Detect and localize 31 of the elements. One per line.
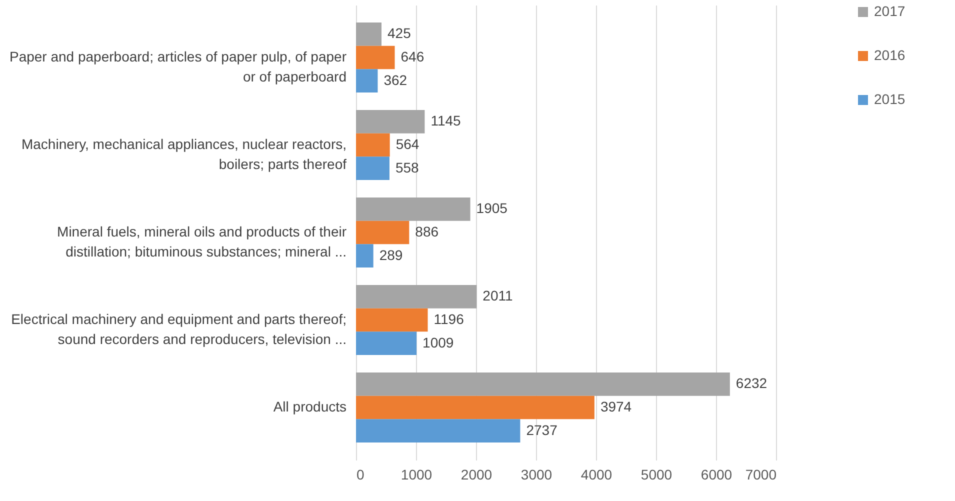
x-tick-label: 6000: [700, 466, 732, 482]
data-label: 1905: [476, 200, 508, 216]
data-label: 2737: [526, 422, 558, 438]
data-label: 564: [396, 136, 420, 152]
data-label: 1009: [422, 334, 454, 350]
data-label: 289: [379, 246, 403, 263]
y-tick-label: Paper and paperboard; articles of paper pulp, of paper or of paperboard: [9, 48, 347, 84]
y-tick-label: Mineral fuels, mineral oils and products of their distillation; bituminous substances; mineral ...: [57, 224, 347, 260]
x-tick-label: 1000: [400, 466, 432, 482]
data-label: 646: [400, 48, 424, 64]
data-label: 1145: [430, 112, 462, 129]
x-tick-label: 2000: [460, 466, 492, 482]
legend-label: 2016: [874, 47, 906, 63]
y-tick-label: All products: [273, 398, 346, 414]
x-tick-label: 0: [356, 466, 364, 482]
data-label: 886: [415, 224, 439, 240]
legend-label: 2015: [874, 91, 906, 107]
data-label: 6232: [736, 375, 768, 392]
x-tick-label: 7000: [745, 466, 777, 482]
data-label: 1196: [434, 311, 464, 327]
data-label: 425: [388, 25, 412, 42]
data-label: 2011: [482, 288, 513, 304]
legend-label: 2017: [874, 3, 906, 19]
x-tick-label: 3000: [520, 466, 552, 482]
y-tick-label: Electrical machinery and equipment and parts thereof; sound recorders and reproducers, television ...: [11, 311, 346, 347]
data-label: 558: [395, 159, 420, 176]
data-label: 3974: [600, 398, 632, 414]
data-label: 362: [384, 72, 408, 88]
x-tick-label: 5000: [640, 466, 672, 482]
y-tick-label: Machinery, mechanical appliances, nuclear reactors, boilers; parts thereof: [21, 136, 347, 172]
x-tick-label: 4000: [580, 466, 612, 482]
